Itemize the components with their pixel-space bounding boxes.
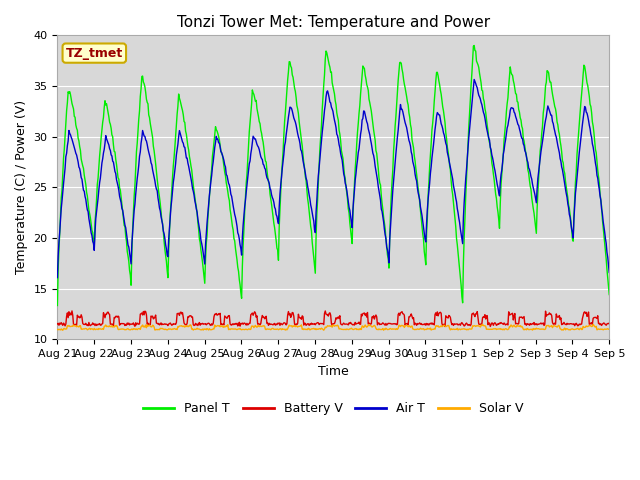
Air T bbox=[120, 218, 128, 224]
Solar V bbox=[206, 327, 214, 333]
Air T bbox=[470, 77, 478, 83]
Title: Tonzi Tower Met: Temperature and Power: Tonzi Tower Met: Temperature and Power bbox=[177, 15, 490, 30]
Air T bbox=[63, 143, 71, 148]
Solar V bbox=[417, 326, 425, 332]
Air T bbox=[205, 192, 213, 198]
Battery V bbox=[206, 322, 214, 328]
Solar V bbox=[121, 327, 129, 333]
Panel T bbox=[470, 43, 478, 48]
Air T bbox=[177, 131, 184, 136]
Line: Air T: Air T bbox=[58, 80, 609, 277]
Legend: Panel T, Battery V, Air T, Solar V: Panel T, Battery V, Air T, Solar V bbox=[138, 397, 529, 420]
Solar V bbox=[54, 327, 61, 333]
Battery V bbox=[401, 322, 409, 328]
Battery V bbox=[54, 321, 61, 327]
Solar V bbox=[589, 322, 597, 327]
Battery V bbox=[441, 324, 449, 329]
Air T bbox=[605, 270, 613, 276]
Battery V bbox=[177, 309, 185, 315]
Line: Battery V: Battery V bbox=[58, 311, 609, 326]
Panel T bbox=[417, 206, 424, 212]
Panel T bbox=[120, 222, 128, 228]
Air T bbox=[401, 116, 408, 122]
Battery V bbox=[68, 308, 76, 314]
Y-axis label: Temperature (C) / Power (V): Temperature (C) / Power (V) bbox=[15, 100, 28, 275]
Solar V bbox=[59, 327, 67, 333]
Panel T bbox=[177, 98, 184, 104]
Solar V bbox=[401, 324, 409, 329]
Battery V bbox=[121, 323, 129, 328]
Panel T bbox=[54, 302, 61, 308]
X-axis label: Time: Time bbox=[318, 365, 349, 378]
Solar V bbox=[64, 324, 72, 329]
Panel T bbox=[63, 100, 71, 106]
Panel T bbox=[401, 81, 408, 87]
Battery V bbox=[63, 310, 71, 316]
Line: Solar V: Solar V bbox=[58, 324, 609, 330]
Solar V bbox=[605, 326, 613, 332]
Line: Panel T: Panel T bbox=[58, 46, 609, 305]
Battery V bbox=[605, 321, 613, 327]
Panel T bbox=[205, 194, 213, 200]
Panel T bbox=[605, 292, 613, 298]
Battery V bbox=[417, 321, 425, 326]
Air T bbox=[417, 204, 424, 210]
Text: TZ_tmet: TZ_tmet bbox=[66, 47, 123, 60]
Solar V bbox=[177, 323, 185, 329]
Air T bbox=[54, 275, 61, 280]
